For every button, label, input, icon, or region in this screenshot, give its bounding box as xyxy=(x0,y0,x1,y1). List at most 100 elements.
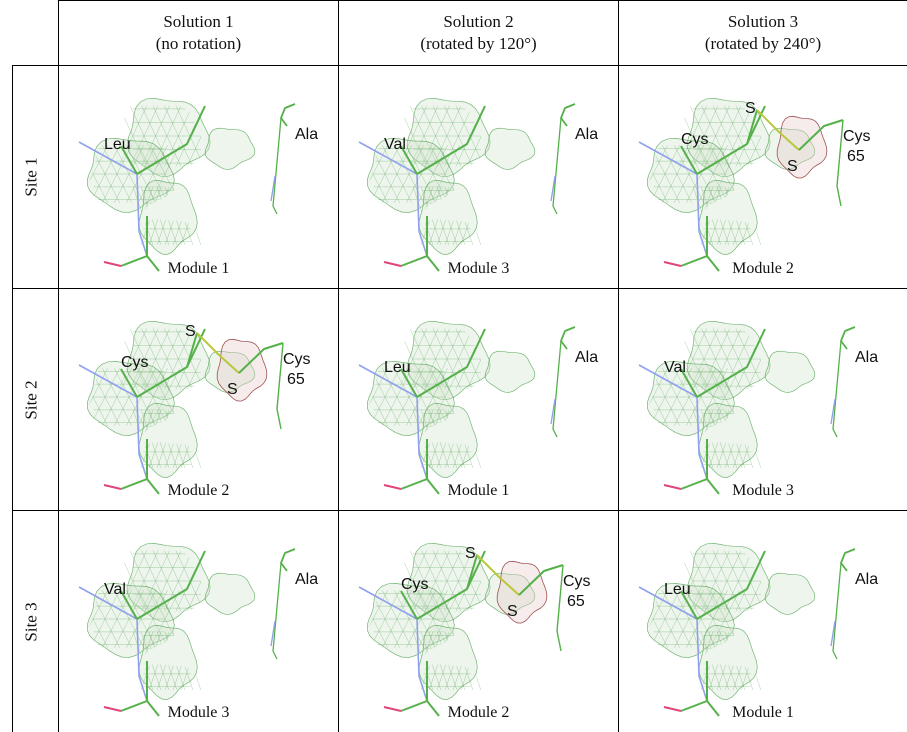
electron-density-map xyxy=(358,543,564,717)
side-chain-bond xyxy=(416,105,486,175)
density-mesh-lines xyxy=(649,590,740,648)
molecule-model xyxy=(358,98,576,272)
backbone-bond xyxy=(146,478,160,495)
residue-label: Leu xyxy=(664,581,691,598)
density-blob xyxy=(484,350,536,393)
col-divider-0 xyxy=(58,0,59,732)
neighbor-residue-label: Ala xyxy=(575,126,599,143)
density-mesh-lines xyxy=(649,368,740,426)
sulfur-label: S xyxy=(507,603,518,620)
module-label: Module 2 xyxy=(447,704,510,721)
ala-bond xyxy=(280,548,296,572)
cys65-bond xyxy=(798,119,844,151)
carbonyl-bond xyxy=(383,706,402,712)
density-blob xyxy=(406,98,491,178)
side-chain-bond xyxy=(400,145,418,175)
density-blob xyxy=(764,127,816,170)
density-blob xyxy=(646,138,735,213)
density-blob xyxy=(138,403,198,478)
column-title: Solution 3 xyxy=(727,12,799,31)
molecule-model xyxy=(638,543,856,717)
density-blob xyxy=(86,361,175,436)
neighbor-residue-label: Ala xyxy=(575,349,599,366)
row-header-site-1: Site 1 xyxy=(21,157,41,197)
electron-density-map xyxy=(638,543,856,717)
density-blob xyxy=(646,361,735,436)
side-chain-bond xyxy=(120,590,138,620)
cys65-bond xyxy=(238,342,284,374)
side-chain-bond xyxy=(400,368,418,398)
density-blob xyxy=(204,572,256,615)
ala-bond xyxy=(270,620,276,647)
residue-label: Cys xyxy=(681,131,709,148)
density-blob xyxy=(698,180,758,255)
backbone-bond xyxy=(146,255,160,272)
backbone-bond xyxy=(78,141,148,257)
backbone-bond xyxy=(426,700,440,717)
header-divider xyxy=(12,65,907,66)
carbonyl-bond xyxy=(383,484,402,490)
row-header-site-3: Site 3 xyxy=(21,601,41,642)
side-chain-bond xyxy=(680,368,698,398)
ala-bond xyxy=(830,398,836,425)
column-subtitle: (rotated by 240°) xyxy=(704,34,822,53)
residue-label: Val xyxy=(664,359,686,376)
backbone-bond xyxy=(358,364,428,480)
side-chain-bond xyxy=(416,328,486,398)
panel-site-1-solution-1: Leu Ala Module 1 xyxy=(59,66,338,288)
neighbor-residue-label: Cys xyxy=(283,351,311,368)
backbone-bond xyxy=(358,141,428,257)
column-header-2: Solution 2 (rotated by 120°) xyxy=(339,4,618,62)
side-chain-bond xyxy=(696,550,766,620)
molecule-model xyxy=(78,321,284,495)
density-blob xyxy=(86,583,175,658)
neighbor-residue-label: Cys xyxy=(563,573,591,590)
side-chain-bond xyxy=(186,332,198,368)
density-blob xyxy=(126,321,211,401)
density-blob xyxy=(406,321,491,401)
side-chain-bond xyxy=(746,109,758,145)
ala-bond xyxy=(552,117,562,215)
sulfur-label: S xyxy=(185,323,196,340)
disulfide-bond xyxy=(756,109,800,151)
density-mesh-lines xyxy=(369,145,460,203)
backbone-bond xyxy=(706,255,720,272)
electron-density-map xyxy=(358,98,576,272)
cys65-bond xyxy=(276,342,284,430)
disulfide-bond xyxy=(476,554,520,596)
sulfur-label: S xyxy=(465,545,476,562)
ala-bond xyxy=(840,326,856,350)
ala-bond xyxy=(280,103,296,127)
residue-label: Leu xyxy=(104,136,131,153)
side-chain-bond xyxy=(466,554,478,590)
side-chain-bond xyxy=(136,105,206,175)
molecule-model xyxy=(78,543,296,717)
density-mesh-lines xyxy=(89,145,180,203)
density-blob xyxy=(418,625,478,700)
density-blob xyxy=(646,583,735,658)
column-header-3: Solution 3 (rotated by 240°) xyxy=(619,4,907,62)
density-blob xyxy=(406,543,491,623)
electron-density-map xyxy=(78,98,296,272)
neighbor-residue-number: 65 xyxy=(287,371,305,388)
density-blob xyxy=(86,138,175,213)
electron-density-map xyxy=(638,98,844,272)
column-subtitle: (no rotation) xyxy=(155,34,242,53)
backbone-bond xyxy=(706,478,720,495)
density-blob xyxy=(698,625,758,700)
panel-site-3-solution-1: Val Ala Module 3 xyxy=(59,511,338,732)
molecule-model xyxy=(358,543,564,717)
ala-bond xyxy=(832,340,842,438)
panel-site-2-solution-2: Leu Ala Module 1 xyxy=(339,289,618,510)
side-chain-bond xyxy=(680,145,698,175)
molecule-model xyxy=(78,98,296,272)
module-label: Module 2 xyxy=(732,260,794,277)
density-blob xyxy=(484,572,536,615)
residue-label: Cys xyxy=(401,576,429,593)
table-border-top xyxy=(58,0,907,1)
column-subtitle: (rotated by 120°) xyxy=(420,34,537,53)
side-chain-bond xyxy=(400,590,418,620)
neighbor-residue-label: Ala xyxy=(295,571,319,588)
neighbor-residue-number: 65 xyxy=(567,593,585,610)
row-divider-2 xyxy=(12,510,907,511)
